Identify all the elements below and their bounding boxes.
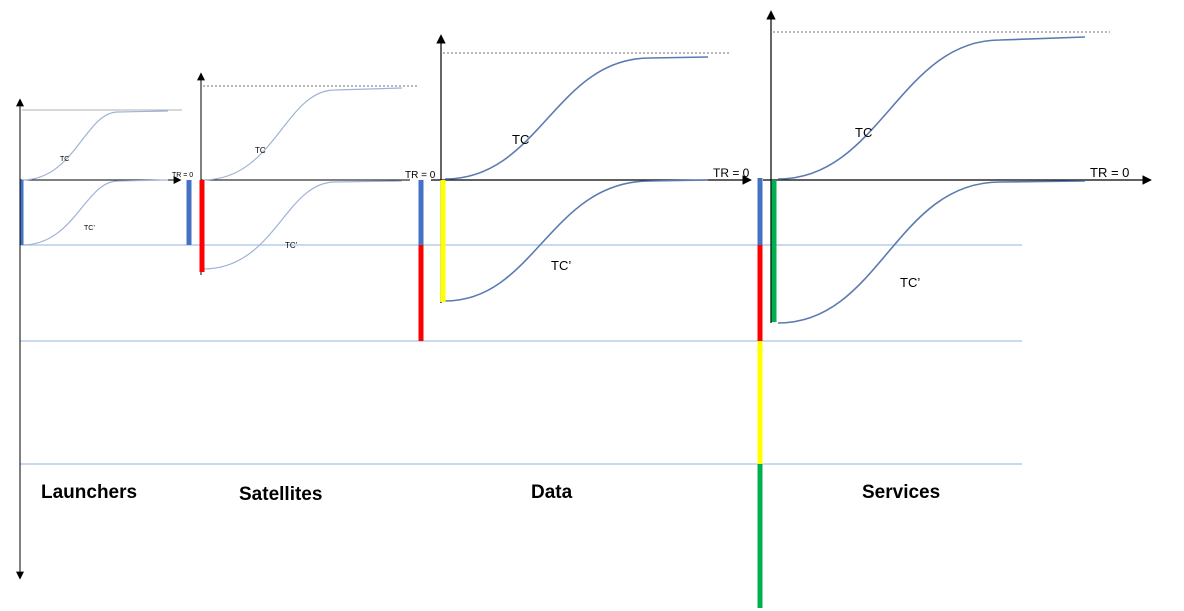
launchers-tc-prime-label: TC’	[84, 225, 95, 232]
data-panel: TR = 0 TC TC’ Data	[405, 34, 752, 503]
satellites-panel: TR = 0 TC TC’ Satellites	[172, 72, 418, 505]
launchers-panel: TC TC’ Launchers	[16, 98, 182, 580]
services-tc-label: TC	[855, 125, 872, 140]
satellites-tc-prime-curve	[202, 180, 403, 270]
satellites-tc-curve	[202, 87, 403, 181]
launchers-tc-prime-curve	[21, 179, 169, 246]
satellites-tc-label: TC	[255, 146, 266, 155]
data-tc-prime-curve	[444, 179, 709, 302]
data-tc-label: TC	[512, 132, 529, 147]
guide-lines	[20, 244, 1022, 465]
data-title: Data	[531, 482, 573, 503]
services-tr0-left-label: TR = 0	[713, 166, 750, 180]
satellites-tr0-label: TR = 0	[172, 172, 193, 179]
services-tc-prime-curve	[777, 180, 1086, 324]
services-tc-prime-label: TC’	[900, 275, 920, 290]
launchers-tc-curve	[21, 110, 169, 181]
data-tc-curve	[444, 56, 709, 180]
services-panel: TR = 0 TR = 0 TC TC’ Services	[713, 10, 1152, 608]
services-tr0-right-label: TR = 0	[1090, 165, 1129, 180]
launchers-title: Launchers	[41, 482, 137, 503]
data-tr0-label: TR = 0	[405, 170, 436, 181]
services-title: Services	[862, 482, 940, 503]
launchers-tc-label: TC	[60, 156, 69, 163]
satellites-title: Satellites	[239, 484, 322, 505]
services-tc-curve	[777, 36, 1086, 180]
satellites-tc-prime-label: TC’	[285, 241, 298, 250]
data-tc-prime-label: TC’	[551, 258, 571, 273]
